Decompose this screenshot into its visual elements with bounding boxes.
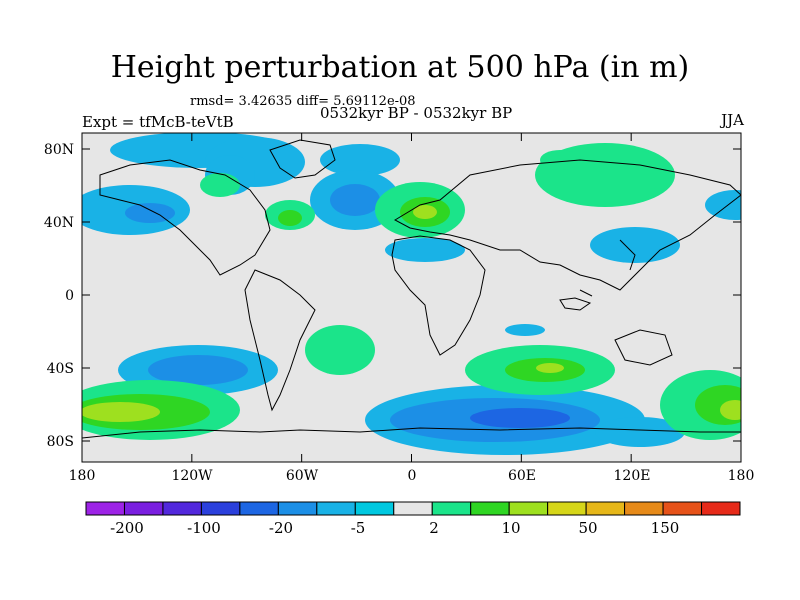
lat-label: 40S: [46, 361, 74, 377]
colorbar: [85, 501, 741, 516]
colorbar-swatch: [585, 501, 626, 516]
lat-label: 80N: [43, 142, 74, 158]
colorbar-label: -100: [187, 519, 221, 537]
colorbar-label: 150: [650, 519, 680, 537]
lon-label: 60W: [285, 468, 319, 484]
map-title: Height perturbation at 500 hPa (in m): [110, 50, 690, 85]
colorbar-swatch: [470, 501, 510, 516]
period-label: 0532kyr BP - 0532kyr BP: [320, 104, 513, 122]
colorbar-swatch: [431, 501, 472, 516]
colorbar-swatch: [662, 501, 703, 516]
colorbar-swatch: [85, 501, 125, 516]
colorbar-label: -20: [268, 519, 294, 537]
coastlines: [82, 139, 741, 439]
lon-label: 120E: [613, 468, 651, 484]
colorbar-label: 10: [501, 519, 521, 537]
lon-label: 180: [727, 468, 755, 484]
height-anomaly-field: [82, 133, 741, 455]
lon-label: 0: [407, 468, 417, 484]
colorbar-swatch: [316, 501, 356, 516]
rmsd-diff-stats: rmsd= 3.42635 diff= 5.69112e-08: [190, 94, 416, 109]
colorbar-swatch: [239, 501, 279, 516]
colorbar-swatch: [200, 501, 241, 516]
colorbar-swatch: [123, 501, 164, 516]
lat-label: 0: [65, 288, 74, 304]
colorbar-label: -5: [350, 519, 366, 537]
lat-label: 40N: [43, 215, 74, 231]
colorbar-swatch: [624, 501, 664, 516]
colorbar-swatch: [162, 501, 202, 516]
colorbar-label: -200: [110, 519, 144, 537]
colorbar-label: 50: [578, 519, 598, 537]
colorbar-swatch: [354, 501, 395, 516]
colorbar-swatch: [508, 501, 549, 516]
lat-label: 80S: [46, 434, 74, 450]
colorbar-swatch: [277, 501, 318, 516]
season-label: JJA: [721, 111, 744, 129]
lon-label: 180: [68, 468, 96, 484]
colorbar-label: 2: [429, 519, 439, 537]
colorbar-swatch: [393, 501, 433, 516]
lon-label: 60E: [507, 468, 537, 484]
colorbar-swatch: [701, 501, 741, 516]
colorbar-swatch: [547, 501, 587, 516]
experiment-label: Expt = tfMcB-teVtB: [82, 113, 234, 131]
lon-label: 120W: [171, 468, 213, 484]
